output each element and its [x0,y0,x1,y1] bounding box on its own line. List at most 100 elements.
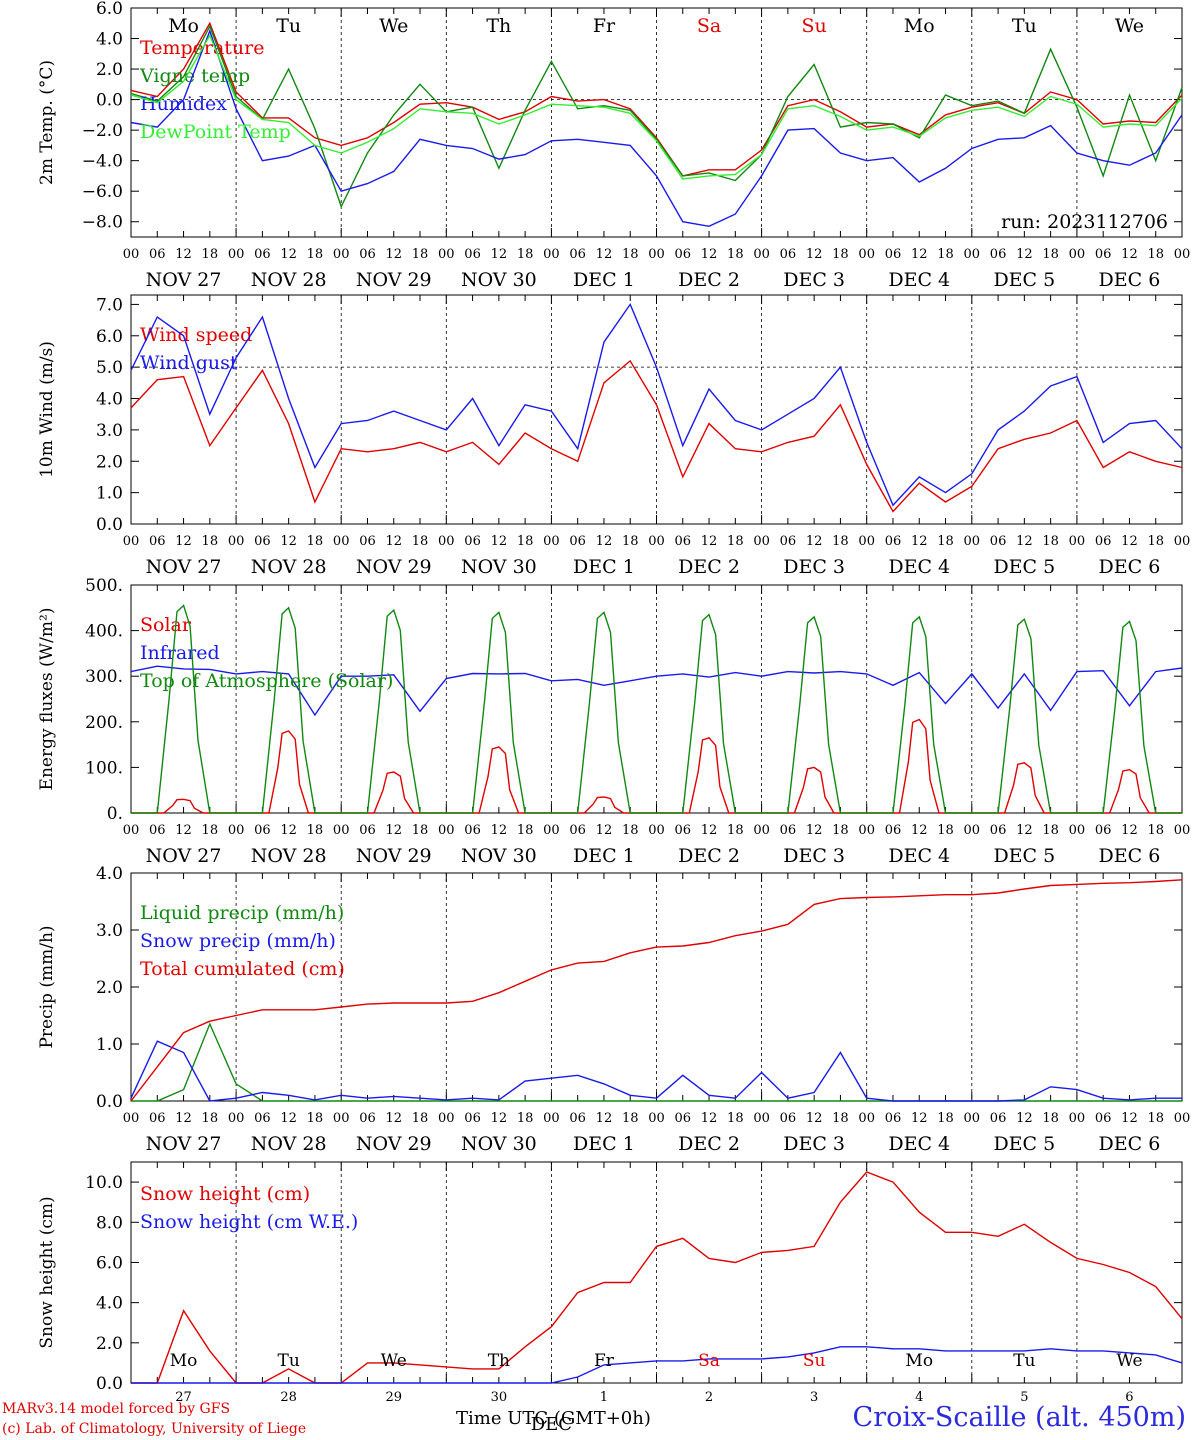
hour-label: 18 [517,534,534,549]
hour-label: 06 [254,247,271,262]
hour-label: 18 [307,1111,324,1126]
y-tick-label: 0.0 [96,91,123,111]
y-tick-label: 6.0 [96,0,123,19]
hour-label: 18 [517,1111,534,1126]
hour-label: 06 [780,1111,797,1126]
hour-label: 06 [149,534,166,549]
hour-label: 12 [911,1111,928,1126]
date-label: DEC 2 [678,269,740,291]
hour-label: 00 [753,1111,770,1126]
hour-label: 00 [648,534,665,549]
hour-label: 00 [123,534,140,549]
weekday-label: Tu [1013,1351,1035,1371]
hour-label: 00 [438,534,455,549]
y-tick-label: 0.0 [96,515,123,535]
hour-label: 06 [1095,1111,1112,1126]
weekday-label: Tu [1012,15,1037,37]
date-label: DEC 5 [993,269,1055,291]
hour-label: 12 [491,247,508,262]
y-tick-label: 4.0 [96,1294,123,1314]
y-tick-label: 4.0 [96,390,123,410]
hour-label: 06 [359,1111,376,1126]
date-label: DEC 3 [783,845,845,867]
hour-label: 00 [964,247,981,262]
weekday-label: Su [803,1351,826,1371]
hour-label: 12 [911,823,928,838]
hour-label: 18 [1042,823,1059,838]
hour-label: 18 [1147,534,1164,549]
date-label: DEC 3 [783,269,845,291]
hour-label: 06 [990,534,1007,549]
hour-label: 06 [464,1111,481,1126]
hour-label: 06 [885,1111,902,1126]
date-label: DEC 6 [1099,269,1161,291]
date-label: NOV 29 [356,845,432,867]
hour-label: 00 [333,823,350,838]
hour-label: 06 [675,247,692,262]
hour-label: 18 [412,1111,429,1126]
hour-label: 00 [333,534,350,549]
hour-label: 06 [1095,823,1112,838]
credit-lab: (c) Lab. of Climatology, University of L… [2,1421,307,1437]
hour-label: 12 [911,534,928,549]
legend-entry: Vigne temp [139,65,250,87]
hour-label: 18 [832,534,849,549]
series-top-of-atmosphere-solar [131,604,1182,814]
hour-label: 12 [385,823,402,838]
date-label: DEC 5 [993,845,1055,867]
y-tick-label: 300. [85,667,123,687]
series-wind-speed [130,359,1183,513]
hour-label: 00 [543,823,560,838]
day-number: 29 [385,1390,402,1405]
weekday-label: We [381,1351,407,1371]
date-label: NOV 29 [356,1133,432,1155]
hour-label: 12 [175,534,192,549]
hour-label: 18 [202,823,219,838]
date-label: DEC 4 [888,1133,950,1155]
hour-label: 18 [832,247,849,262]
hour-label: 00 [648,823,665,838]
hour-label: 12 [385,247,402,262]
date-label: NOV 29 [356,269,432,291]
y-tick-label: 0.0 [96,1092,123,1112]
hour-label: 06 [464,534,481,549]
date-label: DEC 3 [783,556,845,578]
y-axis-title: Snow height (cm) [37,1196,57,1348]
hour-label: 00 [858,823,875,838]
hour-label: 12 [280,823,297,838]
day-number: 4 [915,1390,923,1405]
hour-label: 06 [569,247,586,262]
y-axis-title: Energy fluxes (W/m²) [37,608,57,791]
hour-label: 00 [1174,1111,1191,1126]
date-label: NOV 27 [146,1133,222,1155]
date-label: DEC 4 [888,845,950,867]
hour-label: 00 [1174,534,1191,549]
hour-label: 18 [937,534,954,549]
legend-entry: Humidex [140,93,227,115]
hour-label: 18 [412,534,429,549]
hour-label: 00 [1174,823,1191,838]
hour-label: 12 [1016,823,1033,838]
y-tick-label: 6.0 [96,1253,123,1273]
legend-entry: Snow height (cm W.E.) [140,1211,358,1233]
weekday-label: Mo [905,1351,933,1371]
y-tick-label: 400. [85,622,123,642]
hour-label: 18 [622,1111,639,1126]
hour-label: 12 [1016,1111,1033,1126]
hour-label: 00 [123,1111,140,1126]
y-tick-label: 8.0 [96,1213,123,1233]
weekday-label: We [379,15,408,37]
day-number: 28 [280,1390,297,1405]
weekday-label: Tu [278,1351,300,1371]
hour-label: 18 [1042,1111,1059,1126]
weekday-label: Sa [697,15,721,37]
y-tick-label: 0. [107,804,123,824]
hour-label: 12 [491,534,508,549]
hour-label: 18 [1042,247,1059,262]
y-tick-label: 3.0 [96,421,123,441]
hour-label: 06 [359,247,376,262]
hour-label: 00 [964,534,981,549]
hour-label: 18 [517,247,534,262]
hour-label: 06 [780,247,797,262]
hour-label: 00 [858,534,875,549]
